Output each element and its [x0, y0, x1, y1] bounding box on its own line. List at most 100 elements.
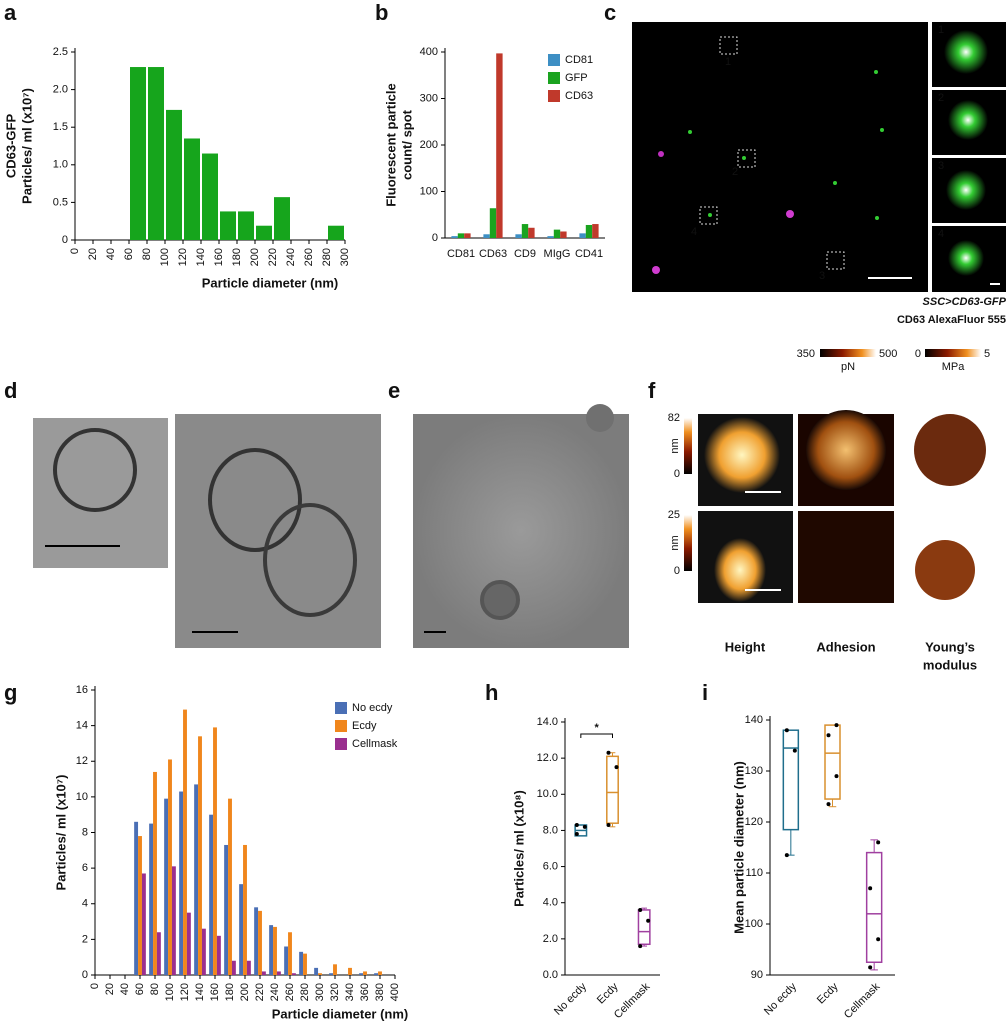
y-tick-label: 8.0	[543, 824, 558, 836]
y-tick-label: 2.0	[543, 933, 558, 945]
x-tick-label: 200	[249, 248, 261, 266]
colorbar-label: 0	[915, 348, 921, 360]
legend-swatch	[548, 72, 560, 84]
bar	[213, 727, 217, 975]
colorbar-label: 0	[674, 565, 680, 577]
x-tick-label: CD41	[575, 248, 603, 260]
point	[876, 937, 881, 942]
x-tick-label: 180	[224, 983, 236, 1001]
box	[824, 724, 841, 800]
x-tick-label: CD63	[479, 248, 507, 260]
bar	[141, 873, 146, 975]
y-tick-label: 0	[82, 969, 88, 981]
x-tick-label: 140	[194, 983, 206, 1001]
column-label: Adhesion	[816, 639, 875, 654]
point	[638, 944, 643, 949]
bar	[269, 925, 274, 975]
box	[606, 755, 619, 824]
roi-label: 2	[732, 166, 738, 178]
y-tick-label: 12	[76, 755, 88, 767]
point	[784, 853, 789, 858]
panel-letter: e	[388, 378, 400, 403]
bar	[198, 736, 202, 975]
legend-label: CD63	[565, 90, 593, 102]
point	[834, 723, 839, 728]
bar	[579, 233, 586, 238]
bar	[359, 973, 364, 975]
roi-label: 1	[725, 56, 731, 68]
y-tick-label: 2	[82, 933, 88, 945]
x-tick-label: CD81	[447, 248, 475, 260]
bar	[515, 234, 522, 238]
x-tick-label: 260	[284, 983, 296, 1001]
bar	[179, 791, 184, 975]
x-tick-label: Ecdy	[595, 980, 621, 1006]
y-tick-label: 10	[76, 791, 88, 803]
roi-label: 3	[819, 270, 825, 282]
panel-letter: i	[702, 680, 708, 705]
bar	[457, 233, 465, 238]
y-axis-label: Particles/ ml (x10⁸)	[511, 790, 526, 907]
bar	[238, 211, 254, 240]
panel-letter: c	[604, 0, 616, 25]
bar	[333, 964, 337, 975]
y-axis-label: Fluorescent particle	[383, 83, 398, 207]
bar	[276, 971, 281, 975]
bar	[553, 229, 561, 238]
bar	[261, 971, 266, 975]
column-label: modulus	[923, 657, 977, 672]
panel-letter: h	[485, 680, 498, 705]
x-tick-label: No ecdy	[552, 980, 589, 1017]
x-tick-label: 240	[285, 248, 297, 266]
bar	[314, 967, 319, 975]
bar	[329, 973, 334, 975]
y-tick-label: 14	[76, 720, 88, 732]
x-tick-label: 220	[267, 248, 279, 266]
point	[582, 824, 587, 829]
y-tick-label: 14.0	[537, 716, 558, 728]
colorbar-label: nm	[669, 438, 681, 453]
x-tick-label: 400	[389, 983, 401, 1001]
point	[826, 802, 831, 807]
point	[868, 965, 873, 970]
y-tick-label: 0	[62, 234, 68, 246]
colorbar-label: 500	[879, 348, 897, 360]
legend-label: GFP	[565, 72, 588, 84]
x-axis-label: Particle diameter (nm)	[272, 1006, 409, 1021]
y-tick-label: 0	[432, 232, 438, 244]
panel-letter: d	[4, 378, 17, 403]
x-tick-label: 60	[123, 248, 135, 260]
x-tick-label: 20	[87, 248, 99, 260]
x-tick-label: 280	[299, 983, 311, 1001]
colorbar-label: MPa	[942, 361, 966, 373]
y-tick-label: 200	[420, 139, 438, 151]
x-tick-label: 0	[89, 983, 101, 989]
bar	[318, 973, 322, 975]
point	[784, 728, 789, 733]
x-tick-label: 20	[104, 983, 116, 995]
x-tick-label: 300	[314, 983, 326, 1001]
box	[865, 851, 883, 963]
x-tick-label: 200	[239, 983, 251, 1001]
bar	[328, 225, 344, 240]
y-tick-label: 90	[751, 969, 763, 981]
y-axis-label: Particles/ ml (x10⁷)	[19, 88, 34, 204]
panel-letter: g	[4, 680, 17, 705]
y-tick-label: 2.0	[53, 84, 68, 96]
column-label: Height	[725, 639, 766, 654]
bar	[483, 234, 490, 238]
y-axis-label: Particles/ ml (x10⁷)	[53, 775, 68, 891]
x-tick-label: 320	[329, 983, 341, 1001]
legend-swatch	[335, 720, 347, 732]
inset-label: 4	[938, 228, 944, 240]
colorbar-label: 82	[668, 412, 680, 424]
point	[574, 823, 579, 828]
bar	[489, 208, 497, 238]
panel-letter: a	[4, 0, 17, 25]
y-tick-label: 2.5	[53, 46, 68, 58]
bar	[186, 912, 191, 975]
x-tick-label: Cellmask	[612, 980, 653, 1021]
y-tick-label: 120	[745, 816, 763, 828]
x-tick-label: 160	[209, 983, 221, 1001]
roi-label: 4	[691, 226, 697, 238]
